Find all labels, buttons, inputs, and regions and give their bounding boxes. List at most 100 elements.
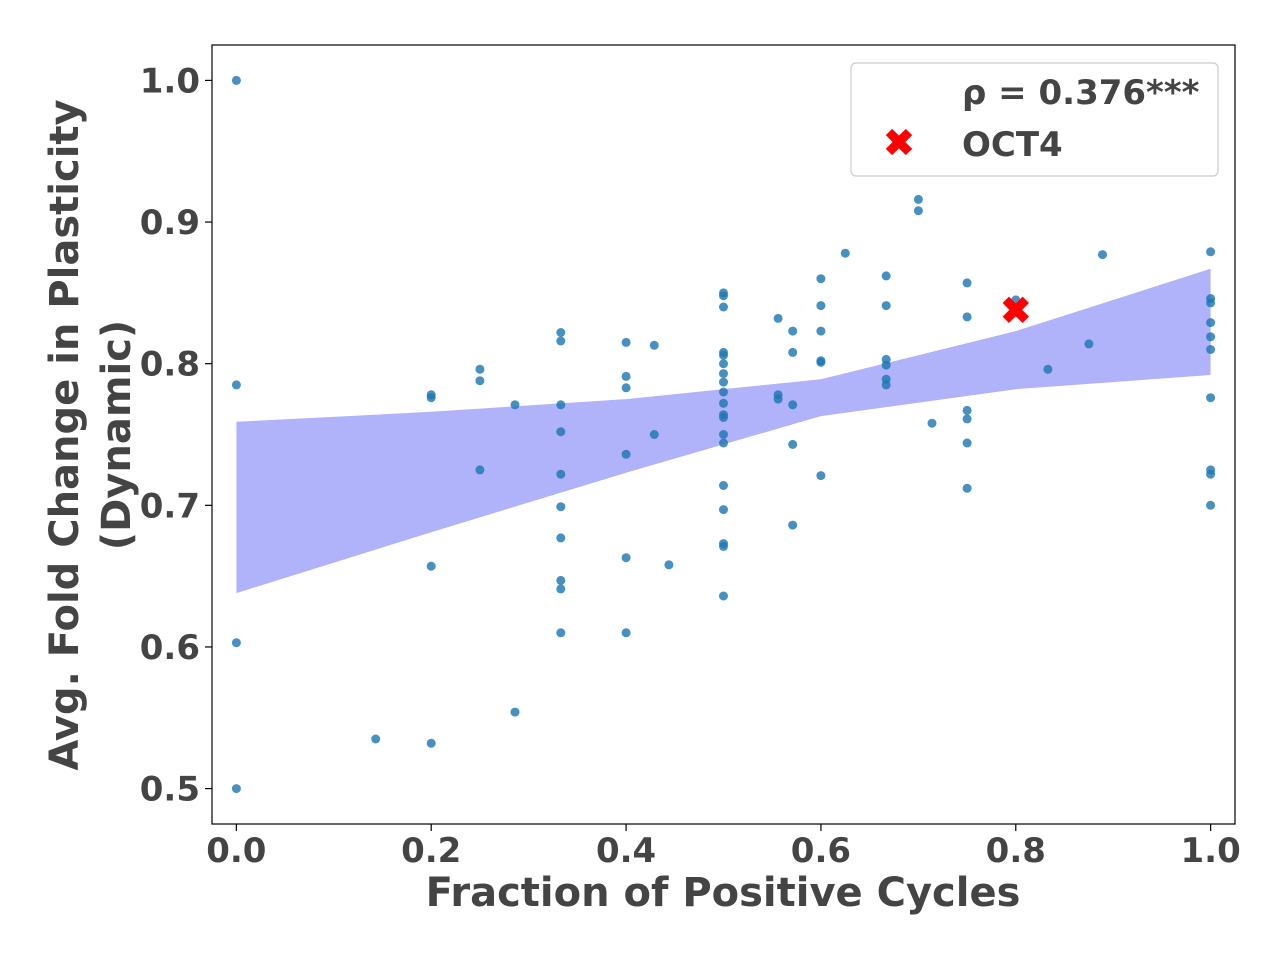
data-point-22: [556, 584, 566, 594]
x-axis-ticks: 0.0 0.2 0.4 0.6 0.8 1.0: [206, 824, 1241, 871]
legend-x-marker-icon: [885, 128, 913, 156]
data-point-20: [556, 533, 566, 543]
data-point-81: [962, 483, 972, 493]
data-point-4: [371, 734, 381, 744]
data-point-0: [231, 75, 241, 85]
y-tick-label-1: 0.6: [140, 628, 200, 668]
data-point-55: [788, 326, 798, 336]
data-point-73: [913, 194, 923, 204]
data-point-74: [913, 206, 923, 216]
data-point-77: [962, 312, 972, 322]
data-point-17: [556, 427, 566, 437]
data-point-35: [719, 302, 728, 312]
y-tick-label-4: 0.9: [140, 203, 200, 243]
data-point-95: [1206, 500, 1216, 510]
data-point-15: [556, 336, 566, 346]
data-point-64: [816, 357, 826, 367]
y-tick-label-2: 0.7: [140, 486, 200, 526]
y-axis-title-line-1: Avg. Fold Change in Plasticity: [42, 99, 88, 770]
data-point-18: [556, 469, 566, 479]
data-point-26: [621, 383, 631, 393]
x-tick-label-4: 0.8: [986, 831, 1046, 871]
data-point-60: [816, 274, 826, 284]
legend: ρ = 0.376*** OCT4: [850, 62, 1219, 177]
data-point-57: [788, 400, 798, 410]
data-point-31: [649, 430, 659, 439]
data-point-70: [881, 360, 891, 370]
y-tick-label-5: 1.0: [140, 61, 200, 101]
data-points: [231, 75, 1216, 794]
data-point-56: [788, 347, 798, 357]
data-point-89: [1206, 318, 1216, 328]
x-axis-title: Fraction of Positive Cycles: [426, 870, 1021, 916]
data-point-68: [881, 301, 891, 311]
data-point-54: [773, 394, 783, 404]
data-point-7: [426, 561, 436, 571]
data-point-50: [719, 541, 728, 551]
legend-oct4-label: OCT4: [962, 125, 1063, 165]
data-point-23: [556, 628, 566, 638]
data-point-27: [621, 449, 631, 459]
data-point-32: [664, 560, 674, 570]
x-tick-label-0: 0.0: [206, 831, 266, 871]
data-point-65: [816, 471, 826, 481]
data-point-61: [816, 301, 826, 311]
data-point-91: [1206, 345, 1216, 354]
data-point-90: [1206, 332, 1216, 342]
data-point-78: [962, 405, 972, 415]
legend-box: [850, 62, 1219, 177]
x-tick-label-1: 0.2: [401, 831, 461, 871]
data-point-29: [621, 628, 631, 638]
x-tick-label-2: 0.4: [596, 831, 656, 871]
data-point-79: [962, 414, 972, 424]
data-point-42: [719, 398, 728, 408]
data-point-67: [881, 271, 891, 281]
data-point-25: [621, 371, 631, 381]
data-point-88: [1206, 298, 1216, 308]
data-point-94: [1206, 469, 1216, 479]
data-point-52: [773, 313, 783, 323]
data-point-85: [1098, 250, 1107, 260]
data-point-2: [231, 638, 241, 648]
data-point-80: [962, 438, 972, 448]
data-point-16: [556, 400, 566, 410]
data-point-28: [621, 553, 631, 563]
x-tick-label-5: 1.0: [1181, 831, 1241, 871]
data-point-19: [556, 502, 566, 512]
data-point-75: [927, 418, 937, 428]
data-point-46: [719, 438, 728, 448]
data-point-45: [719, 430, 728, 439]
data-point-1: [231, 380, 241, 390]
data-point-84: [1084, 339, 1094, 349]
data-point-10: [475, 376, 485, 386]
legend-marker-x: [885, 128, 913, 156]
oct4-point: [1002, 296, 1029, 324]
data-point-6: [426, 393, 436, 403]
data-point-21: [556, 575, 566, 585]
data-point-92: [1206, 393, 1216, 403]
data-point-12: [510, 400, 520, 410]
data-point-66: [840, 248, 850, 258]
data-point-38: [719, 359, 728, 369]
highlight-marker-oct4: [1002, 296, 1029, 324]
data-point-13: [510, 707, 520, 717]
data-point-47: [719, 481, 728, 490]
data-point-44: [719, 413, 728, 422]
y-axis-ticks: 0.5 0.6 0.7 0.8 0.9 1.0: [140, 61, 212, 810]
data-point-40: [719, 377, 728, 387]
legend-correlation-label: ρ = 0.376***: [962, 73, 1200, 113]
data-point-76: [962, 278, 972, 288]
data-point-72: [881, 380, 891, 390]
y-tick-label-0: 0.5: [140, 770, 200, 810]
y-axis-title-line-2: (Dynamic): [94, 320, 140, 550]
data-point-59: [788, 520, 798, 530]
data-point-34: [719, 291, 728, 301]
data-point-48: [719, 505, 728, 515]
data-point-8: [426, 738, 436, 748]
data-point-30: [649, 340, 659, 350]
y-axis-title: Avg. Fold Change in Plasticity (Dynamic): [42, 99, 140, 770]
data-point-9: [475, 364, 485, 374]
data-point-62: [816, 326, 826, 336]
data-point-51: [719, 591, 728, 601]
